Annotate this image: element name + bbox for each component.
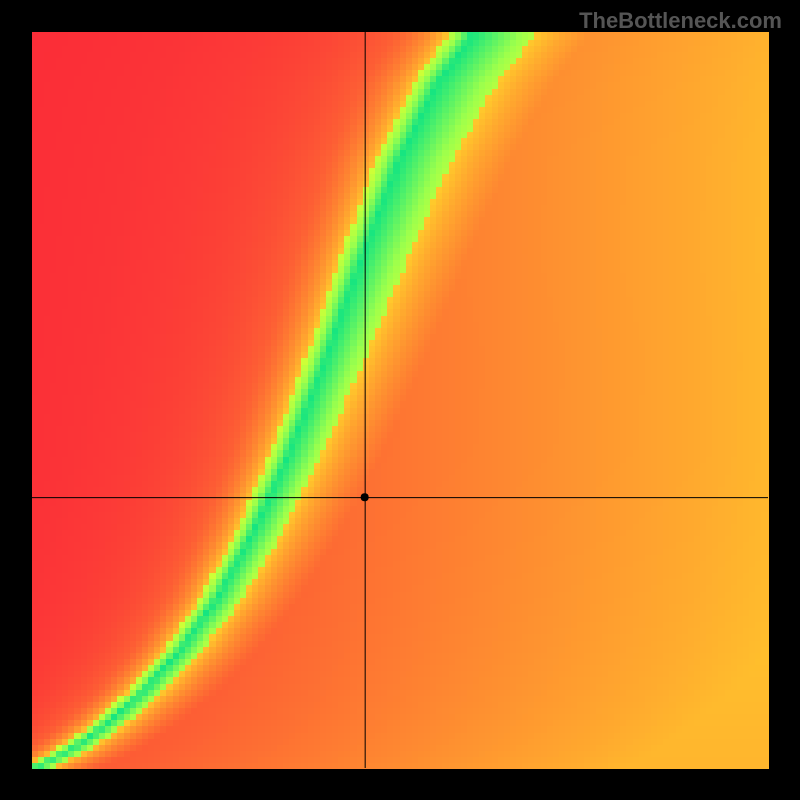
watermark-text: TheBottleneck.com (579, 8, 782, 34)
bottleneck-heatmap (0, 0, 800, 800)
